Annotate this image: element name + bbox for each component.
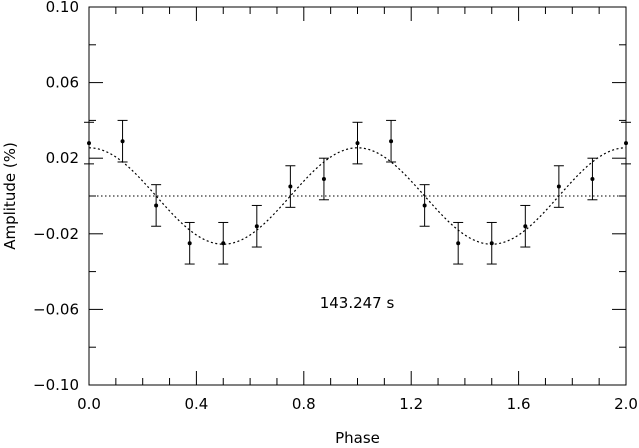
data-point xyxy=(151,184,162,227)
y-tick-label: −0.06 xyxy=(33,300,79,318)
y-tick-label: −0.10 xyxy=(33,376,79,394)
point-marker xyxy=(221,241,226,246)
data-point xyxy=(621,121,631,165)
point-marker xyxy=(355,141,360,146)
point-marker xyxy=(422,203,427,208)
data-point xyxy=(117,119,128,163)
data-point xyxy=(453,221,464,265)
x-tick-label: 0.8 xyxy=(292,395,316,413)
y-axis-title: Amplitude (%) xyxy=(1,142,19,250)
y-tick-label: 0.10 xyxy=(46,0,79,16)
x-tick-label: 0.0 xyxy=(77,395,101,413)
period-annotation: 143.247 s xyxy=(320,294,395,312)
point-marker xyxy=(389,139,394,144)
point-marker xyxy=(556,184,561,189)
data-point xyxy=(587,157,598,201)
x-tick-label: 2.0 xyxy=(614,395,638,413)
data-point xyxy=(486,221,497,265)
data-point xyxy=(352,121,363,165)
x-tick-label: 0.4 xyxy=(184,395,208,413)
data-point xyxy=(84,121,94,165)
point-marker xyxy=(523,224,528,229)
y-tick-label: −0.02 xyxy=(33,225,79,243)
x-tick-label: 1.6 xyxy=(507,395,531,413)
data-points xyxy=(84,119,631,265)
model-lines xyxy=(88,147,627,245)
point-marker xyxy=(288,184,293,189)
point-marker xyxy=(187,241,192,246)
data-point xyxy=(218,221,229,265)
axis-tick-labels: 0.0 0.4 0.8 1.2 1.6 2.0 −0.10 −0.06 −0.02 0.02 0.0… xyxy=(33,0,638,413)
point-marker xyxy=(489,241,494,246)
data-point xyxy=(386,119,397,163)
data-point xyxy=(419,184,430,227)
x-axis-title: Phase xyxy=(335,429,380,447)
y-tick-label: 0.06 xyxy=(46,74,79,92)
data-point xyxy=(318,157,329,201)
point-marker xyxy=(321,176,326,181)
y-tick-label: 0.02 xyxy=(46,149,79,167)
axis-ticks xyxy=(88,6,627,386)
data-point xyxy=(251,204,262,248)
x-tick-label: 1.2 xyxy=(399,395,423,413)
data-point xyxy=(553,165,564,208)
point-marker xyxy=(254,224,259,229)
point-marker xyxy=(456,241,461,246)
point-marker xyxy=(624,141,628,146)
model-curve xyxy=(88,147,627,245)
data-point xyxy=(184,221,195,265)
data-point xyxy=(520,204,531,248)
point-marker xyxy=(154,203,159,208)
point-marker xyxy=(87,141,91,146)
data-point xyxy=(285,165,296,208)
point-marker xyxy=(590,176,595,181)
point-marker xyxy=(120,139,125,144)
